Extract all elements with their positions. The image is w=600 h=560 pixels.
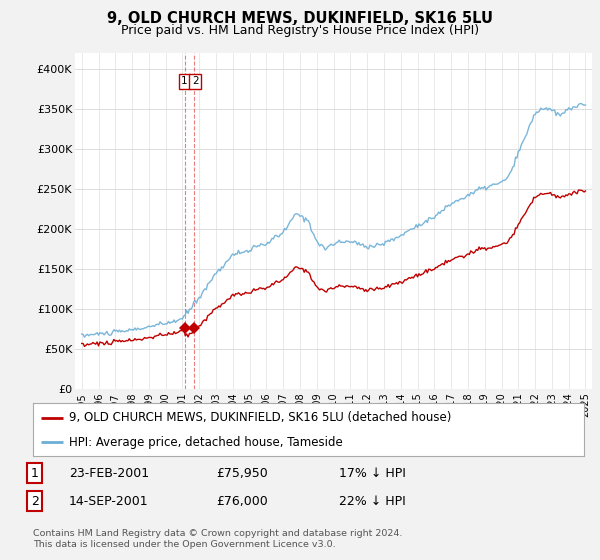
Text: 17% ↓ HPI: 17% ↓ HPI (339, 466, 406, 480)
Text: Contains HM Land Registry data © Crown copyright and database right 2024.
This d: Contains HM Land Registry data © Crown c… (33, 529, 403, 549)
Text: 1: 1 (31, 466, 39, 480)
Text: 14-SEP-2001: 14-SEP-2001 (69, 494, 149, 508)
Text: 22% ↓ HPI: 22% ↓ HPI (339, 494, 406, 508)
Text: £76,000: £76,000 (216, 494, 268, 508)
Text: 2: 2 (192, 76, 199, 86)
Text: 9, OLD CHURCH MEWS, DUKINFIELD, SK16 5LU (detached house): 9, OLD CHURCH MEWS, DUKINFIELD, SK16 5LU… (69, 411, 451, 424)
Text: 23-FEB-2001: 23-FEB-2001 (69, 466, 149, 480)
Text: 9, OLD CHURCH MEWS, DUKINFIELD, SK16 5LU: 9, OLD CHURCH MEWS, DUKINFIELD, SK16 5LU (107, 11, 493, 26)
Text: Price paid vs. HM Land Registry's House Price Index (HPI): Price paid vs. HM Land Registry's House … (121, 24, 479, 36)
Text: 2: 2 (31, 494, 39, 508)
Text: 1: 1 (181, 76, 188, 86)
Text: HPI: Average price, detached house, Tameside: HPI: Average price, detached house, Tame… (69, 436, 343, 449)
Text: £75,950: £75,950 (216, 466, 268, 480)
